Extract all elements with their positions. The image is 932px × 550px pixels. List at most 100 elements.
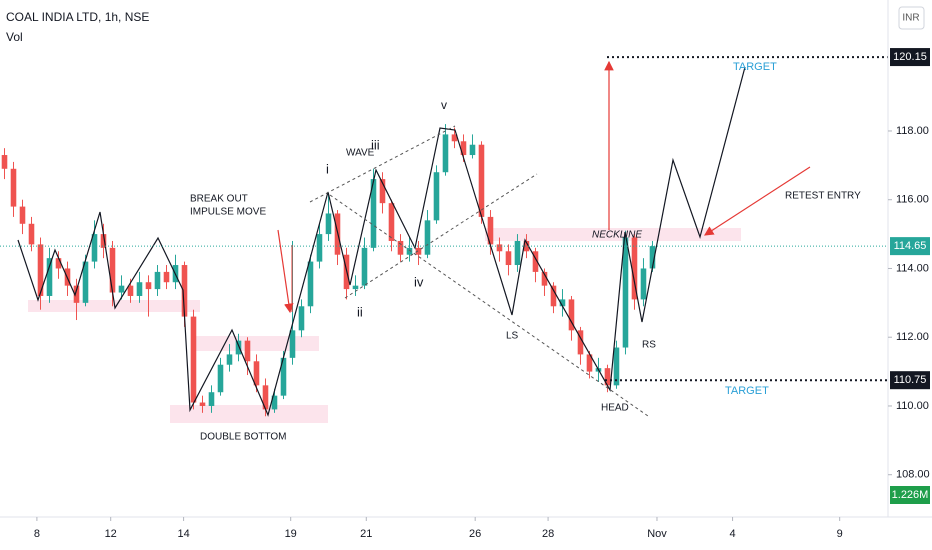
candle-body (496, 244, 503, 252)
candle-body (577, 330, 584, 355)
price-tag-label: 110.75 (894, 374, 927, 386)
candle-body (613, 347, 620, 386)
candle-body (379, 179, 386, 204)
candle-body (46, 258, 53, 296)
candle-body (442, 134, 449, 173)
annotation: iii (371, 137, 380, 152)
annotations: BREAK OUT IMPULSE MOVE DOUBLE BOTTOM WAV… (190, 61, 861, 443)
candle-body (415, 247, 422, 255)
candle-body (433, 172, 440, 221)
y-tick-label: 114.00 (896, 262, 929, 274)
candle-body (10, 168, 17, 207)
candle-body (244, 340, 251, 362)
candle-body (460, 141, 467, 156)
annotation: WAVE (346, 148, 375, 159)
candle-body (514, 240, 521, 266)
candle-body (487, 216, 494, 245)
candle-body (19, 206, 26, 224)
candle-body (55, 258, 62, 269)
channel-line (344, 173, 538, 299)
candle-body (37, 244, 44, 296)
annotation: BREAK OUT (190, 194, 248, 205)
candle-body (82, 261, 89, 303)
candle-body (505, 251, 512, 266)
y-tick-label: 110.00 (896, 400, 929, 412)
candle-body (271, 395, 278, 410)
wave-line (17, 66, 746, 417)
x-tick-label: 28 (542, 528, 554, 540)
candle-body (352, 285, 359, 290)
x-tick-label: 26 (469, 528, 481, 540)
currency-box (898, 6, 925, 30)
candle-body (397, 240, 404, 255)
candle-body (226, 354, 233, 365)
subtitle: Vol (6, 30, 23, 44)
price-tag (890, 371, 930, 390)
candle-body (190, 316, 197, 403)
candle-body (127, 285, 134, 296)
candle-body (289, 330, 296, 358)
annotation: ii (357, 304, 363, 319)
x-tick-label: 9 (837, 528, 843, 540)
candle-body (325, 213, 332, 235)
levels: 120.15 110.75 114.65 (0, 48, 930, 390)
candle-body (469, 144, 476, 156)
annotation: IMPULSE MOVE (190, 207, 266, 218)
support-zone (28, 300, 200, 312)
candle-body (163, 271, 170, 283)
candle-body (118, 285, 125, 293)
candle-body (406, 247, 413, 255)
drawings (17, 60, 811, 417)
annotation: DOUBLE BOTTOM (200, 432, 287, 443)
x-tick-label: 14 (177, 528, 189, 540)
candle-body (388, 203, 395, 241)
candle-body (361, 247, 368, 286)
volume-tag-label: 1.226M (892, 489, 929, 501)
candle-body (523, 240, 530, 252)
candle-body (478, 144, 485, 217)
arrow (277, 229, 294, 314)
support-zone (170, 405, 328, 423)
y-tick-label: 118.00 (896, 125, 929, 137)
candle-body (550, 285, 557, 307)
candle-body (604, 368, 611, 386)
candle-body (370, 179, 377, 248)
volume-tag (890, 486, 930, 504)
candles (1, 124, 656, 417)
annotation: RS (642, 340, 656, 351)
candle-body (424, 220, 431, 255)
trend-line (329, 194, 649, 417)
candle-body (100, 234, 107, 248)
candle-body (1, 155, 8, 169)
candle-body (109, 247, 116, 293)
candle-body (253, 361, 260, 386)
annotation: TARGET (733, 61, 777, 73)
annotation: TARGET (725, 385, 769, 397)
candle-body (199, 402, 206, 406)
candle-body (136, 282, 143, 296)
candle-body (280, 357, 287, 396)
x-tick-label: 12 (105, 528, 117, 540)
candle-body (298, 306, 305, 331)
price-tag-label: 114.65 (894, 240, 927, 252)
candle-body (181, 265, 188, 317)
annotation: v (441, 98, 447, 112)
resistance-zone (195, 336, 319, 351)
candle-body (217, 364, 224, 393)
candle-body (640, 268, 647, 300)
y-tick-label: 112.00 (896, 331, 929, 343)
annotation: i (326, 161, 329, 176)
candle-body (145, 282, 152, 290)
neckline-zone (485, 228, 741, 241)
candle-body (631, 237, 638, 300)
candle-body (541, 271, 548, 286)
candle-body (91, 234, 98, 262)
candle-body (208, 392, 215, 406)
price-tag (890, 48, 930, 67)
candle-body (307, 261, 314, 307)
annotation: LS (506, 331, 519, 342)
candle-body (73, 285, 80, 303)
x-tick-label: 21 (360, 528, 372, 540)
price-tag (890, 237, 930, 256)
